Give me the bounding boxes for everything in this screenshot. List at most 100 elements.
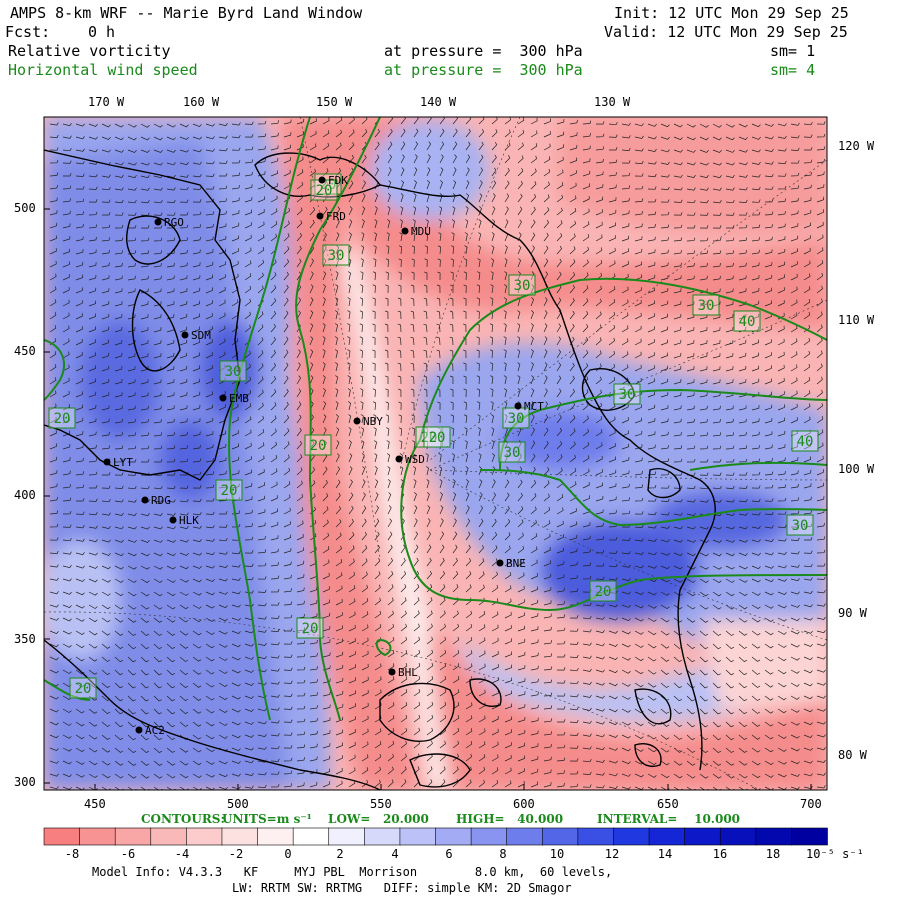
contour-label-box — [322, 244, 350, 266]
wind-barb — [725, 747, 735, 753]
wind-barb — [387, 206, 391, 216]
wind-barb — [660, 786, 670, 790]
wind-barb — [582, 298, 589, 307]
wind-barb — [582, 615, 592, 620]
wind-barb — [489, 336, 494, 346]
wind-barb — [322, 388, 326, 398]
wind-barb — [660, 365, 669, 372]
wind-barb — [257, 350, 264, 359]
wind-barb — [114, 721, 124, 728]
wind-barb — [231, 695, 241, 700]
wind-barb — [335, 453, 340, 463]
wind-barb — [244, 469, 252, 476]
wind-barb — [283, 693, 293, 697]
wind-barb — [283, 667, 293, 671]
wind-barb — [218, 235, 227, 242]
wind-barb — [140, 513, 150, 517]
wind-barb — [360, 401, 364, 411]
wind-barb — [154, 225, 163, 229]
wind-barb — [764, 236, 773, 242]
wind-barb — [660, 378, 669, 385]
wind-barb — [712, 499, 722, 503]
wind-barb — [192, 565, 202, 569]
wind-barb — [192, 365, 200, 372]
wind-barb — [127, 405, 136, 411]
wind-barb — [764, 123, 774, 127]
wind-barb — [88, 262, 97, 268]
wind-barb — [309, 480, 316, 489]
wind-barb — [359, 336, 363, 346]
wind-barb — [101, 682, 111, 689]
wind-barb — [244, 643, 254, 647]
colorbar-swatch — [79, 827, 116, 846]
wind-barb — [699, 499, 709, 503]
wind-barb — [309, 730, 318, 736]
wind-barb — [712, 630, 722, 636]
colorbar-swatch — [221, 827, 259, 846]
wind-barb — [543, 131, 551, 138]
wind-barb — [101, 578, 111, 583]
wind-barb — [660, 300, 669, 307]
wind-barb — [751, 656, 761, 662]
wind-barb — [426, 701, 434, 710]
wind-barb — [712, 669, 721, 676]
wind-barb — [556, 706, 566, 710]
wind-barb — [790, 483, 799, 489]
wind-barb — [621, 338, 629, 346]
wind-barb — [88, 123, 98, 127]
wind-barb — [309, 219, 315, 229]
wind-barb — [777, 773, 787, 778]
wind-barb — [517, 142, 524, 151]
wind-barb — [725, 432, 735, 437]
wind-barb — [530, 586, 538, 593]
wind-barb — [387, 728, 395, 736]
wind-barb — [686, 604, 696, 610]
wind-barb — [218, 773, 228, 778]
wind-barb — [738, 432, 747, 437]
wind-barb — [634, 160, 644, 165]
wind-barb — [595, 695, 605, 699]
wind-barb — [777, 198, 787, 203]
wind-barb — [621, 351, 629, 359]
wind-barb — [62, 617, 72, 622]
wind-barb — [322, 678, 331, 684]
wind-barb — [725, 250, 735, 255]
wind-barb — [283, 375, 289, 385]
wind-barb — [816, 721, 826, 725]
wind-barb — [192, 773, 202, 779]
wind-barb — [347, 310, 351, 320]
wind-barb — [738, 708, 748, 715]
fcst-label: Fcst: — [5, 23, 51, 41]
wind-barb — [725, 262, 734, 268]
wind-barb — [465, 544, 471, 554]
wind-barb — [296, 757, 306, 762]
wind-barb — [153, 682, 162, 689]
wind-barb — [634, 135, 644, 139]
wind-barb — [348, 729, 356, 736]
wind-barb — [660, 123, 670, 128]
wind-barb — [816, 311, 823, 320]
wind-barb — [673, 552, 683, 557]
wind-barb — [686, 405, 695, 411]
wind-barb — [530, 375, 535, 385]
wind-barb — [335, 232, 340, 242]
wind-barb — [490, 375, 494, 385]
wind-barb — [347, 388, 351, 398]
wind-barb — [75, 223, 84, 229]
wind-barb — [192, 339, 200, 346]
wind-barb — [712, 379, 721, 385]
wind-barb — [374, 571, 381, 580]
wind-barb — [399, 219, 403, 229]
wind-barb — [556, 520, 564, 528]
lon-label-top: 170 W — [88, 95, 125, 109]
wind-barb — [777, 444, 786, 450]
wind-barb — [179, 539, 189, 543]
wind-barb — [192, 249, 201, 255]
wind-barb — [790, 497, 800, 502]
wind-barb — [621, 734, 631, 739]
wind-barb — [712, 187, 722, 191]
wind-barb — [595, 734, 605, 738]
wind-barb — [751, 186, 761, 191]
wind-barb — [205, 417, 214, 424]
wind-barb — [725, 526, 735, 530]
